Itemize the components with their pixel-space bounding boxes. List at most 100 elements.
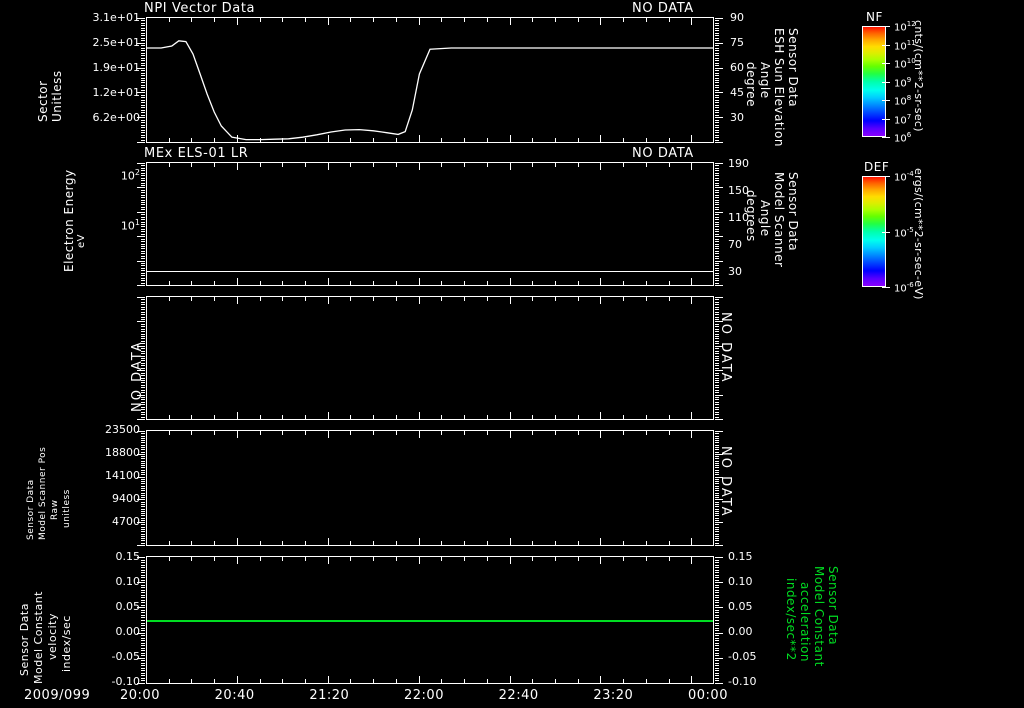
tick-mark (373, 431, 374, 435)
tick-mark (715, 538, 719, 539)
tick-mark (715, 540, 719, 541)
tick-mark (141, 668, 145, 669)
tick-mark (715, 414, 719, 415)
tick-mark (137, 163, 145, 164)
tick-mark (141, 595, 145, 596)
tick-mark (715, 185, 719, 186)
tick-mark (237, 163, 238, 170)
tick-mark (715, 30, 719, 31)
tick-mark (441, 163, 442, 167)
tick-mark (237, 278, 238, 285)
tick-mark (373, 163, 374, 167)
panel-1-rlabel-line-3: degree (744, 62, 758, 108)
tick-mark (141, 452, 145, 453)
tick-mark (691, 135, 692, 142)
tick-mark (441, 138, 442, 142)
tick-mark (691, 431, 692, 438)
tick-mark (141, 360, 145, 361)
tick-mark (191, 163, 192, 167)
tick-mark (141, 567, 145, 568)
tick-mark (715, 527, 719, 528)
tick-mark (373, 557, 374, 561)
tick-mark (137, 297, 145, 298)
tick-mark (191, 18, 192, 22)
panel-scanner-pos-raw[interactable] (146, 430, 714, 546)
tick-mark (169, 679, 170, 683)
tick-mark (419, 676, 420, 683)
tick-mark (305, 541, 306, 545)
tick-mark (715, 658, 723, 659)
nf-colorbar-tickmark-2 (882, 63, 890, 64)
tick-mark (715, 417, 719, 418)
tick-mark (715, 648, 719, 649)
tick-mark (715, 454, 723, 455)
tick-mark (141, 331, 145, 332)
panel-5-ylabel-line-2: velocity (46, 613, 59, 660)
tick-mark (141, 524, 145, 525)
tick-mark (715, 678, 719, 679)
tick-mark (141, 605, 145, 606)
tick-mark (715, 285, 723, 286)
tick-mark (715, 486, 719, 487)
panel-mex-els-01-lr[interactable] (146, 162, 714, 286)
tick-mark (137, 285, 145, 286)
tick-mark (137, 370, 145, 371)
tick-mark (715, 115, 719, 116)
tick-mark (141, 404, 145, 405)
tick-mark (141, 465, 145, 466)
tick-mark (715, 45, 719, 46)
tick-mark (350, 557, 351, 561)
def-colorbar-unit: ergs/(cm**2-sr-sec-eV) (912, 168, 925, 300)
tick-mark (715, 640, 719, 641)
tick-mark (715, 358, 719, 359)
panel-npi-vector-data[interactable] (146, 17, 714, 143)
tick-mark (715, 575, 719, 576)
tick-mark (715, 607, 723, 608)
tick-mark (623, 297, 624, 301)
tick-mark (510, 278, 511, 285)
tick-mark (600, 676, 601, 683)
tick-mark (350, 679, 351, 683)
panel-5-rlabel-line-1: Model Constant (812, 566, 826, 667)
tick-mark (487, 138, 488, 142)
nf-colorbar-title: NF (866, 10, 883, 24)
tick-mark (141, 231, 145, 232)
tick-mark (141, 112, 145, 113)
tick-mark (715, 440, 719, 441)
panel-constant-velocity[interactable] (146, 556, 714, 684)
tick-mark (715, 321, 723, 322)
tick-mark (715, 458, 719, 459)
panel-5-ytick-0: 0.15 (115, 550, 141, 563)
tick-mark (191, 557, 192, 561)
tick-mark (715, 438, 719, 439)
tick-mark (260, 163, 261, 167)
tick-mark (260, 297, 261, 301)
panel-no-data-3[interactable] (146, 296, 714, 420)
tick-mark (715, 520, 719, 521)
tick-mark (141, 275, 145, 276)
tick-mark (141, 304, 145, 305)
tick-mark (141, 436, 145, 437)
tick-mark (141, 302, 145, 303)
tick-mark (464, 138, 465, 142)
tick-mark (419, 135, 420, 142)
tick-mark (141, 467, 145, 468)
tick-mark (715, 309, 719, 310)
tick-mark (487, 541, 488, 545)
tick-mark (328, 135, 329, 142)
tick-mark (141, 38, 145, 39)
sector-trace (147, 40, 713, 141)
tick-mark (141, 80, 145, 81)
tick-mark (350, 138, 351, 142)
tick-mark (260, 431, 261, 435)
tick-mark (555, 415, 556, 419)
tick-mark (141, 653, 145, 654)
tick-mark (715, 48, 719, 49)
tick-mark (141, 334, 145, 335)
tick-mark (715, 380, 719, 381)
def-colorbar[interactable] (862, 176, 886, 287)
panel-1-ytick-3: 1.2e+01 (92, 86, 140, 99)
tick-mark (137, 658, 145, 659)
tick-mark (141, 442, 145, 443)
nf-colorbar[interactable] (862, 26, 886, 137)
